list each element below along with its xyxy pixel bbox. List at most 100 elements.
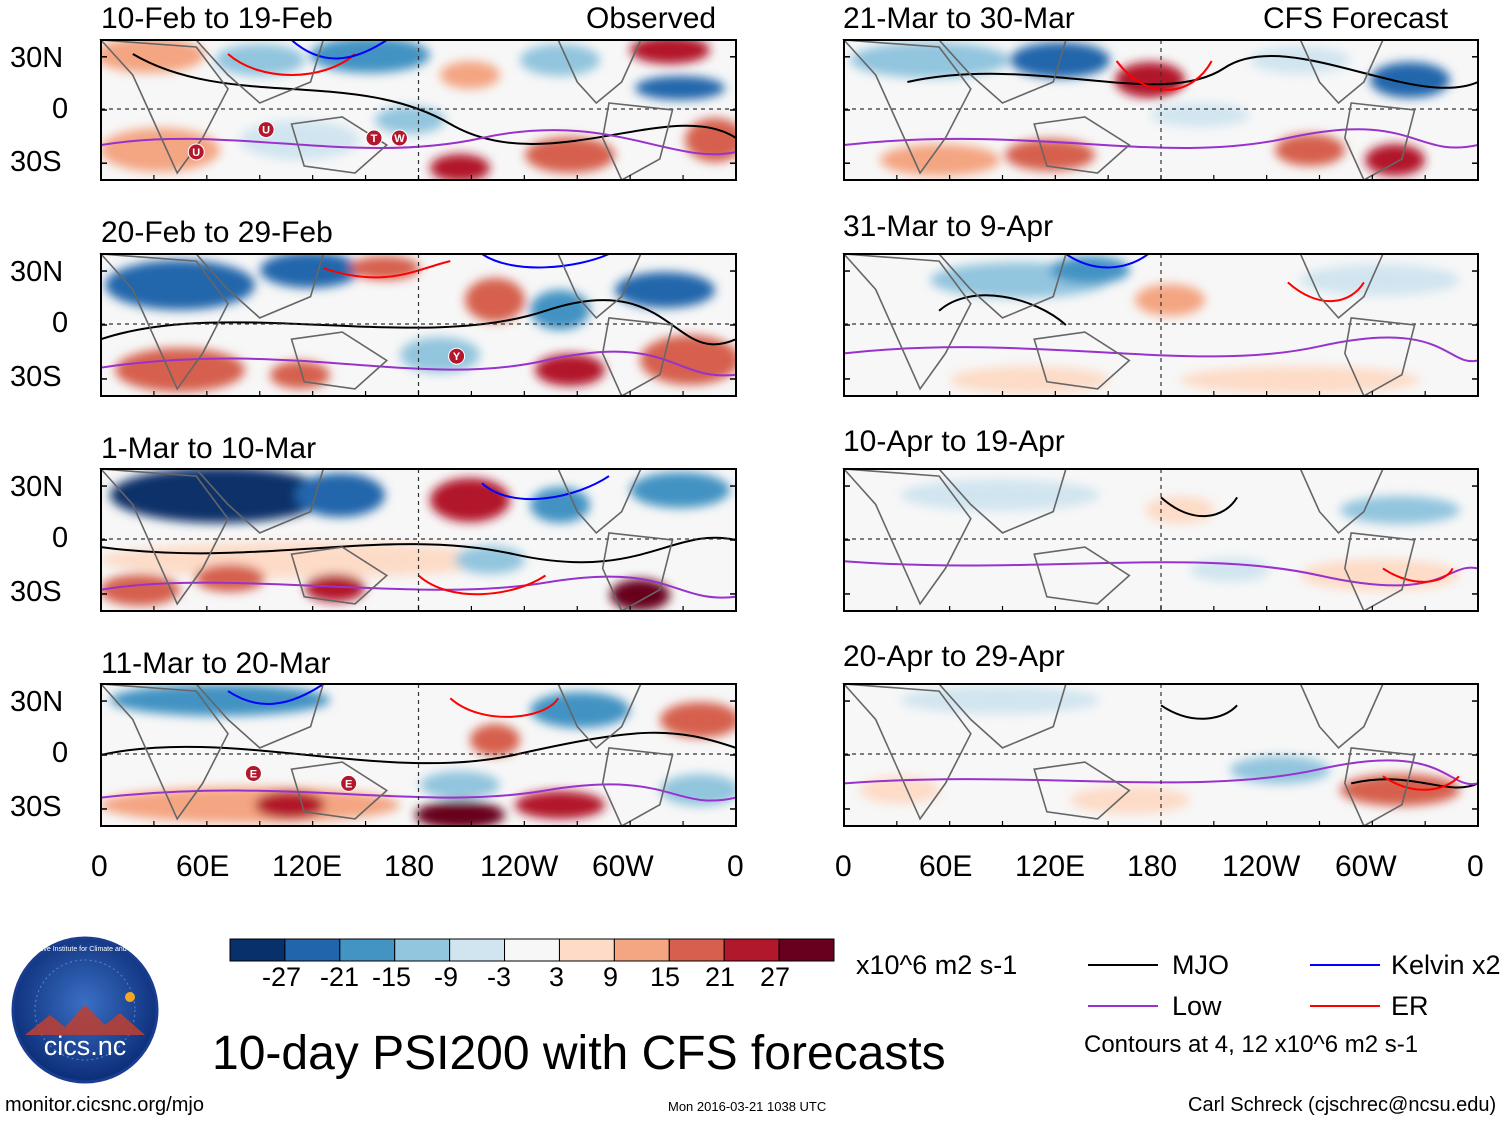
- lat-label-30n: 30N: [10, 471, 64, 503]
- lat-label-30s: 30S: [10, 791, 62, 823]
- coastline: [601, 747, 674, 828]
- lon-label: 120E: [1015, 850, 1086, 883]
- coastline: [842, 253, 972, 391]
- lon-label: 60W: [592, 850, 654, 883]
- panel-title-obs-2: 20-Feb to 29-Feb: [101, 216, 333, 249]
- colorbar-swatch: [613, 938, 670, 962]
- footer-author: Carl Schreck (cjschrec@ncsu.edu): [1188, 1094, 1497, 1116]
- colorbar-swatch: [449, 938, 506, 962]
- lon-label: 0: [727, 850, 744, 883]
- panel-frames: [99, 39, 1479, 828]
- legend-er-label: ER: [1391, 991, 1429, 1021]
- legend-contours-note: Contours at 4, 12 x10^6 m2 s-1: [1084, 1031, 1419, 1058]
- logo-text: cics.nc: [44, 1031, 127, 1061]
- low-contour: [101, 129, 736, 156]
- panel-frame: [843, 683, 1479, 827]
- lat-label-30n: 30N: [10, 686, 64, 718]
- map-panel-fcst-3: [844, 469, 1478, 611]
- colorbar-label: 15: [650, 962, 681, 992]
- low-contour: [844, 759, 1478, 786]
- logo-ring-text: Cooperative Institute for Climate and Sa…: [13, 946, 157, 953]
- lat-label-eq: 0: [52, 522, 69, 554]
- coastline: [99, 468, 229, 606]
- lat-label-eq: 0: [52, 737, 69, 769]
- wave-marker-label: U: [262, 125, 270, 137]
- er-contour: [1382, 775, 1460, 791]
- legend-mjo-label: MJO: [1172, 950, 1229, 980]
- er-contour: [417, 574, 547, 596]
- coastline: [290, 331, 389, 390]
- wave-marker: [187, 143, 205, 161]
- kelvin-contour: [481, 254, 610, 269]
- forecast-label: CFS Forecast: [1263, 2, 1449, 35]
- lon-label: 120E: [272, 850, 343, 883]
- wave-marker: [365, 129, 383, 147]
- lon-label: 0: [1467, 850, 1484, 883]
- coastline: [601, 532, 674, 613]
- panel-frame: [100, 253, 737, 397]
- colorbar-label: -15: [372, 962, 412, 992]
- coastline: [1344, 317, 1416, 398]
- coastline: [601, 102, 674, 182]
- mjo-contour: [132, 53, 736, 145]
- lon-label: 60E: [176, 850, 230, 883]
- panel-title-fcst-4: 20-Apr to 29-Apr: [843, 640, 1065, 673]
- lon-label: 180: [384, 850, 435, 883]
- panel-frame: [843, 253, 1479, 397]
- coastline: [1344, 532, 1416, 613]
- footer-url[interactable]: monitor.cicsnc.org/mjo: [5, 1094, 204, 1116]
- er-contour: [1115, 60, 1213, 91]
- panel-title-obs-3: 1-Mar to 10-Mar: [101, 432, 317, 465]
- colorbar-swatch: [723, 938, 780, 962]
- low-contour: [844, 128, 1478, 149]
- colorbar-label: 21: [705, 962, 736, 992]
- lat-label-30s: 30S: [10, 576, 62, 608]
- coastline: [99, 683, 229, 821]
- coastline: [842, 683, 972, 821]
- coastline: [290, 761, 389, 820]
- legend-low-label: Low: [1172, 991, 1222, 1021]
- panel-title-obs-1: 10-Feb to 19-Feb: [101, 2, 333, 35]
- er-contour: [322, 260, 451, 279]
- wave-marker: [244, 764, 262, 782]
- map-panels: U U T W Y E E: [99, 39, 1479, 828]
- er-contour: [1382, 567, 1454, 583]
- coastline: [1344, 102, 1416, 182]
- er-contour: [449, 697, 560, 718]
- coastline: [842, 39, 972, 175]
- lon-label: 0: [835, 850, 852, 883]
- colorbar-label: 3: [549, 962, 565, 992]
- low-contour: [101, 783, 736, 802]
- coastline: [1033, 546, 1131, 605]
- panel-frame: [843, 39, 1479, 181]
- coastline: [1033, 761, 1131, 820]
- lon-label: 120W: [480, 850, 559, 883]
- colorbar: [229, 938, 835, 962]
- main-title: 10-day PSI200 with CFS forecasts: [212, 1027, 946, 1080]
- panel-frame: [100, 683, 737, 827]
- panel-frame: [100, 39, 737, 181]
- coastline: [290, 116, 389, 174]
- wave-marker-label: E: [345, 778, 352, 790]
- mjo-contour: [101, 731, 736, 765]
- wave-marker: [390, 129, 408, 147]
- kelvin-contour: [481, 475, 610, 501]
- colorbar-swatch: [778, 938, 835, 962]
- lat-label-30n: 30N: [10, 256, 64, 288]
- coastline: [290, 546, 389, 605]
- colorbar-swatch: [229, 938, 286, 962]
- lon-label: 120W: [1222, 850, 1301, 883]
- colorbar-swatch: [394, 938, 451, 962]
- lon-label: 0: [91, 850, 108, 883]
- lat-label-30s: 30S: [10, 146, 62, 178]
- colorbar-swatch: [558, 938, 615, 962]
- wave-marker-label: U: [192, 147, 200, 159]
- er-contour: [227, 53, 356, 76]
- wave-marker: [448, 347, 466, 365]
- coastline: [601, 317, 674, 398]
- legend-swatches: [1088, 964, 1380, 1007]
- kelvin-contour: [227, 684, 324, 705]
- lat-label-eq: 0: [52, 307, 69, 339]
- footer-timestamp: Mon 2016-03-21 1038 UTC: [668, 1099, 827, 1114]
- low-contour: [844, 336, 1478, 363]
